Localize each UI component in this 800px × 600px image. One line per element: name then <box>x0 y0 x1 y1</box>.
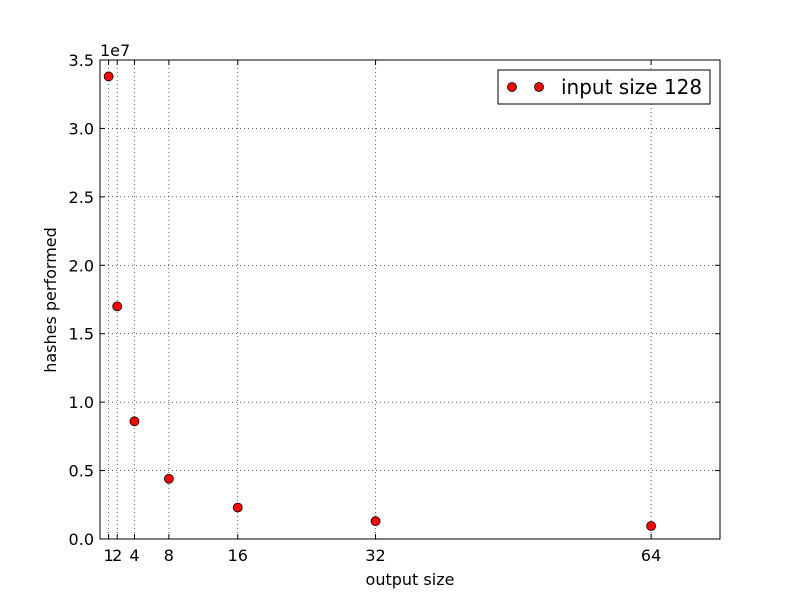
y-axis-label: hashes performed <box>41 227 60 373</box>
legend-box <box>497 69 711 105</box>
y-tick-label: 1.5 <box>69 325 94 344</box>
y-offset-label: 1e7 <box>100 41 130 60</box>
x-tick-label: 64 <box>641 546 661 565</box>
legend-marker <box>534 82 544 92</box>
data-point <box>112 301 123 312</box>
x-tick-label: 8 <box>164 546 174 565</box>
data-point <box>163 473 174 484</box>
data-point <box>370 516 381 527</box>
x-tick-label: 4 <box>129 546 139 565</box>
data-point <box>129 416 140 427</box>
y-tick-label: 3.5 <box>69 51 94 70</box>
x-tick-label: 16 <box>228 546 248 565</box>
tick-labels: 12 4 8 16 32 64 0.0 0.5 1.0 1.5 2.0 2.5 3.0 3.5 <box>69 51 662 565</box>
legend-label: input size 128 <box>561 75 702 99</box>
x-tick-label: 2 <box>112 546 122 565</box>
y-tick-label: 0.5 <box>69 462 94 481</box>
y-tick-label: 0.0 <box>69 530 94 549</box>
y-tick-label: 2.0 <box>69 256 94 275</box>
data-point <box>103 71 114 82</box>
data-points <box>103 71 657 531</box>
data-point <box>646 521 657 531</box>
x-axis-label: output size <box>366 570 455 589</box>
y-tick-label: 3.0 <box>69 119 94 138</box>
data-point <box>232 502 243 513</box>
y-tick-label: 1.0 <box>69 393 94 412</box>
plot-frame <box>99 59 721 540</box>
legend-marker <box>507 82 517 92</box>
x-tick-label: 1 <box>104 546 114 565</box>
plot-area <box>100 60 720 539</box>
x-tick-label: 32 <box>365 546 385 565</box>
axis-ticks <box>100 59 720 540</box>
y-tick-label: 2.5 <box>69 188 94 207</box>
legend: input size 128 <box>497 69 711 105</box>
